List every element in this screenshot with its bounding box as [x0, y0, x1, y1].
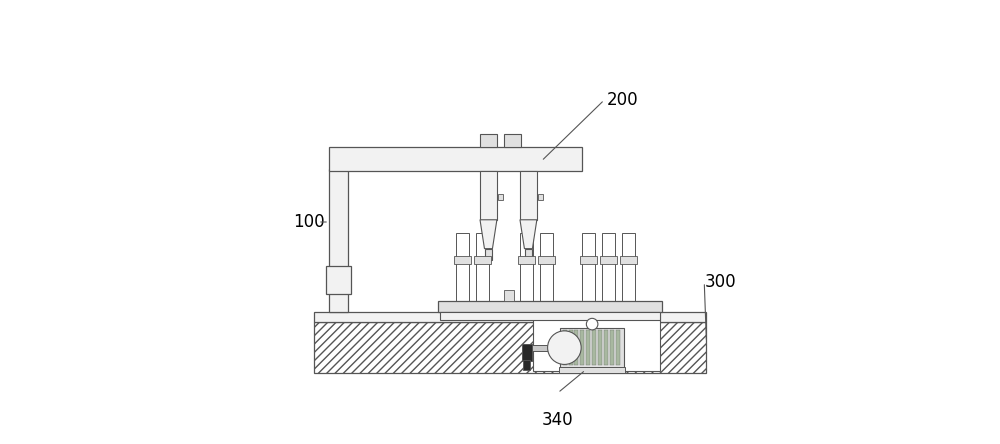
- Circle shape: [548, 331, 581, 365]
- Bar: [314, 312, 706, 322]
- Bar: [520, 233, 533, 301]
- Bar: [518, 256, 535, 264]
- Bar: [559, 367, 625, 373]
- Bar: [485, 249, 492, 260]
- Bar: [580, 256, 597, 264]
- Bar: [531, 345, 561, 351]
- Bar: [440, 312, 660, 320]
- Bar: [604, 330, 608, 365]
- Bar: [498, 194, 503, 200]
- Bar: [480, 171, 497, 220]
- Bar: [598, 330, 602, 365]
- Text: 340: 340: [542, 411, 574, 428]
- Bar: [520, 171, 537, 220]
- Bar: [329, 169, 348, 312]
- Circle shape: [586, 318, 598, 330]
- Text: 100: 100: [294, 213, 325, 231]
- Bar: [538, 256, 555, 264]
- Bar: [610, 330, 614, 365]
- Bar: [586, 330, 590, 365]
- Bar: [326, 266, 351, 294]
- Bar: [504, 134, 521, 147]
- Bar: [540, 233, 553, 301]
- Text: 300: 300: [704, 273, 736, 291]
- Bar: [574, 330, 578, 365]
- Bar: [329, 147, 582, 171]
- Bar: [504, 290, 514, 301]
- Bar: [582, 233, 595, 301]
- Bar: [314, 322, 706, 373]
- Bar: [616, 330, 620, 365]
- Bar: [538, 194, 543, 200]
- Bar: [600, 256, 617, 264]
- Bar: [560, 328, 624, 368]
- Bar: [454, 256, 471, 264]
- Bar: [438, 301, 662, 312]
- Polygon shape: [520, 220, 537, 249]
- Bar: [580, 330, 584, 365]
- Bar: [525, 249, 532, 260]
- Polygon shape: [480, 220, 497, 249]
- Bar: [563, 330, 567, 365]
- Bar: [620, 256, 637, 264]
- Bar: [476, 233, 489, 301]
- Bar: [523, 360, 530, 370]
- Bar: [533, 314, 660, 371]
- Bar: [622, 233, 635, 301]
- Bar: [602, 233, 615, 301]
- Bar: [456, 233, 469, 301]
- Bar: [474, 256, 491, 264]
- Bar: [569, 330, 573, 365]
- Bar: [480, 134, 497, 147]
- Bar: [592, 330, 596, 365]
- Text: 200: 200: [607, 91, 638, 109]
- Bar: [522, 344, 532, 361]
